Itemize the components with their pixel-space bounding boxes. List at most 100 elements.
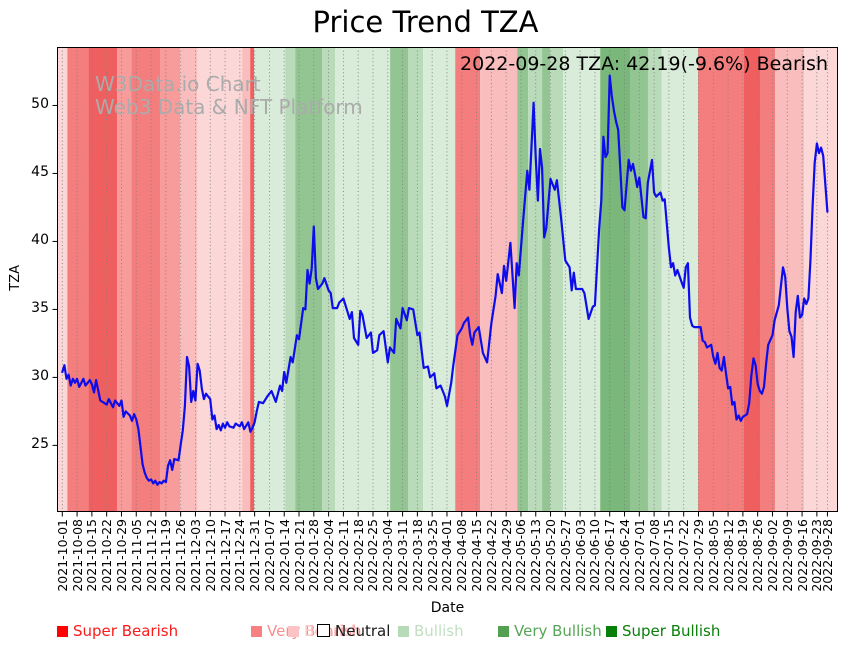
legend-swatch <box>57 626 68 637</box>
legend-item-bullish: Bullish <box>398 621 464 640</box>
legend-swatch <box>251 626 262 637</box>
x-tick-label: 2022-02-04 <box>321 519 337 592</box>
legend-item-super-bullish: Super Bullish <box>606 621 721 640</box>
legend: Super Bearish Very Bearish Bearish Neutral B… <box>0 621 851 641</box>
x-tick-label: 2022-03-11 <box>395 519 411 592</box>
x-tick-label: 2021-10-29 <box>113 519 129 592</box>
y-tick-label: 50 <box>31 96 49 113</box>
x-tick-label: 2022-01-07 <box>261 519 277 592</box>
last-value-annotation: 2022-09-28 TZA: 42.19(-9.6%) Bearish <box>460 53 828 75</box>
x-tick-label: 2021-11-12 <box>143 519 159 592</box>
legend-swatch <box>398 626 409 637</box>
x-axis-title: Date <box>430 600 465 616</box>
legend-label: Neutral <box>335 622 391 640</box>
x-tick-label: 2022-05-20 <box>543 519 559 592</box>
x-tick-label: 2022-03-04 <box>380 519 396 592</box>
x-tick-label: 2021-12-10 <box>202 519 218 592</box>
sentiment-band-g1 <box>335 47 391 512</box>
sentiment-band-r4 <box>131 47 161 512</box>
sentiment-band-g3 <box>517 47 529 512</box>
sentiment-band-r4 <box>455 47 481 512</box>
x-tick-label: 2022-02-25 <box>365 519 381 592</box>
y-tick-label: 30 <box>31 368 49 385</box>
x-tick-label: 2022-09-02 <box>764 519 780 592</box>
sentiment-band-g3 <box>630 47 648 512</box>
x-tick-label: 2022-04-22 <box>483 519 499 592</box>
sentiment-band-r3 <box>117 47 132 512</box>
sentiment-band-g3 <box>390 47 409 512</box>
legend-item-very-bullish: Very Bullish <box>498 621 602 640</box>
x-tick-label: 2022-09-09 <box>779 519 795 592</box>
watermark-line2: Web3 Data & NFT Platform <box>95 95 363 119</box>
sentiment-band-r1 <box>197 47 243 512</box>
sentiment-band-g3 <box>542 47 551 512</box>
legend-label: Very Bullish <box>514 622 602 640</box>
x-tick-label: 2022-06-10 <box>587 519 603 592</box>
sentiment-band-g2 <box>322 47 336 512</box>
x-tick-label: 2022-06-03 <box>572 519 588 592</box>
price-line <box>61 74 829 486</box>
x-tick-label: 2022-04-29 <box>498 519 514 592</box>
x-tick-label: 2022-03-25 <box>424 519 440 592</box>
sentiment-band-g1 <box>563 47 601 512</box>
x-tick-label: 2021-12-24 <box>232 519 248 592</box>
x-tick-label: 2022-04-15 <box>469 519 485 592</box>
x-tick-label: 2021-12-31 <box>247 519 263 592</box>
sentiment-band-r5 <box>743 47 761 512</box>
sentiment-band-r5 <box>88 47 118 512</box>
x-tick-label: 2022-07-15 <box>661 519 677 592</box>
x-tick-label: 2022-01-14 <box>276 519 292 592</box>
x-tick-label: 2022-05-06 <box>513 519 529 592</box>
sentiment-band-r2 <box>775 47 805 512</box>
x-tick-label: 2022-01-28 <box>306 519 322 592</box>
x-tick-label: 2022-05-27 <box>557 519 573 592</box>
legend-swatch <box>317 624 330 637</box>
y-tick-label: 45 <box>31 164 49 181</box>
x-tick-label: 2022-09-28 <box>819 519 835 592</box>
sentiment-band-g1 <box>423 47 456 512</box>
sentiment-band-g2 <box>285 47 296 512</box>
watermark-line1: W3Data.io Chart <box>95 72 261 96</box>
sentiment-band-r3 <box>160 47 181 512</box>
sentiment-band-r1 <box>57 47 68 512</box>
x-tick-label: 2022-07-22 <box>676 519 692 592</box>
x-tick-label: 2022-09-16 <box>794 519 810 592</box>
sentiment-band-r4 <box>760 47 776 512</box>
x-tick-label: 2021-10-22 <box>99 519 115 592</box>
legend-label: Super Bullish <box>622 622 721 640</box>
x-tick-label: 2022-08-12 <box>720 519 736 592</box>
x-tick-label: 2021-12-17 <box>217 519 233 592</box>
sentiment-band-g2 <box>550 47 564 512</box>
y-tick-label: 40 <box>31 232 49 249</box>
legend-item-neutral: Neutral <box>317 621 391 640</box>
plot-area: W3Data.io Chart Web3 Data & NFT Platform… <box>52 47 838 517</box>
x-tick-label: 2022-08-26 <box>750 519 766 592</box>
x-tick-label: 2022-02-18 <box>350 519 366 592</box>
x-tick-label: 2022-07-01 <box>631 519 647 592</box>
sentiment-band-r4 <box>67 47 89 512</box>
legend-swatch <box>498 626 509 637</box>
x-tick-label: 2021-11-26 <box>173 519 189 592</box>
sentiment-band-g1 <box>254 47 286 512</box>
x-tick-label: 2022-01-21 <box>291 519 307 592</box>
x-tick-label: 2021-10-15 <box>84 519 100 592</box>
plot-border <box>57 47 838 512</box>
legend-swatch <box>606 626 617 637</box>
sentiment-band-g2 <box>647 47 662 512</box>
sentiment-band-g2 <box>408 47 424 512</box>
x-tick-label: 2022-07-29 <box>690 519 706 592</box>
x-tick-label: 2022-04-08 <box>454 519 470 592</box>
legend-item-super-bearish: Super Bearish <box>57 621 178 640</box>
x-tick-label: 2021-10-08 <box>69 519 85 592</box>
watermark: W3Data.io Chart Web3 Data & NFT Platform <box>95 73 363 119</box>
x-tick-label: 2021-11-19 <box>158 519 174 592</box>
x-tick-label: 2022-02-11 <box>335 519 351 592</box>
x-tick-label: 2022-06-17 <box>602 519 618 592</box>
y-tick-label: 25 <box>31 436 49 453</box>
x-tick-label: 2022-05-13 <box>528 519 544 592</box>
sentiment-band-g4 <box>600 47 631 512</box>
x-tick-label: 2022-08-19 <box>735 519 751 592</box>
legend-swatch <box>288 626 299 637</box>
x-tick-label: 2022-08-05 <box>705 519 721 592</box>
